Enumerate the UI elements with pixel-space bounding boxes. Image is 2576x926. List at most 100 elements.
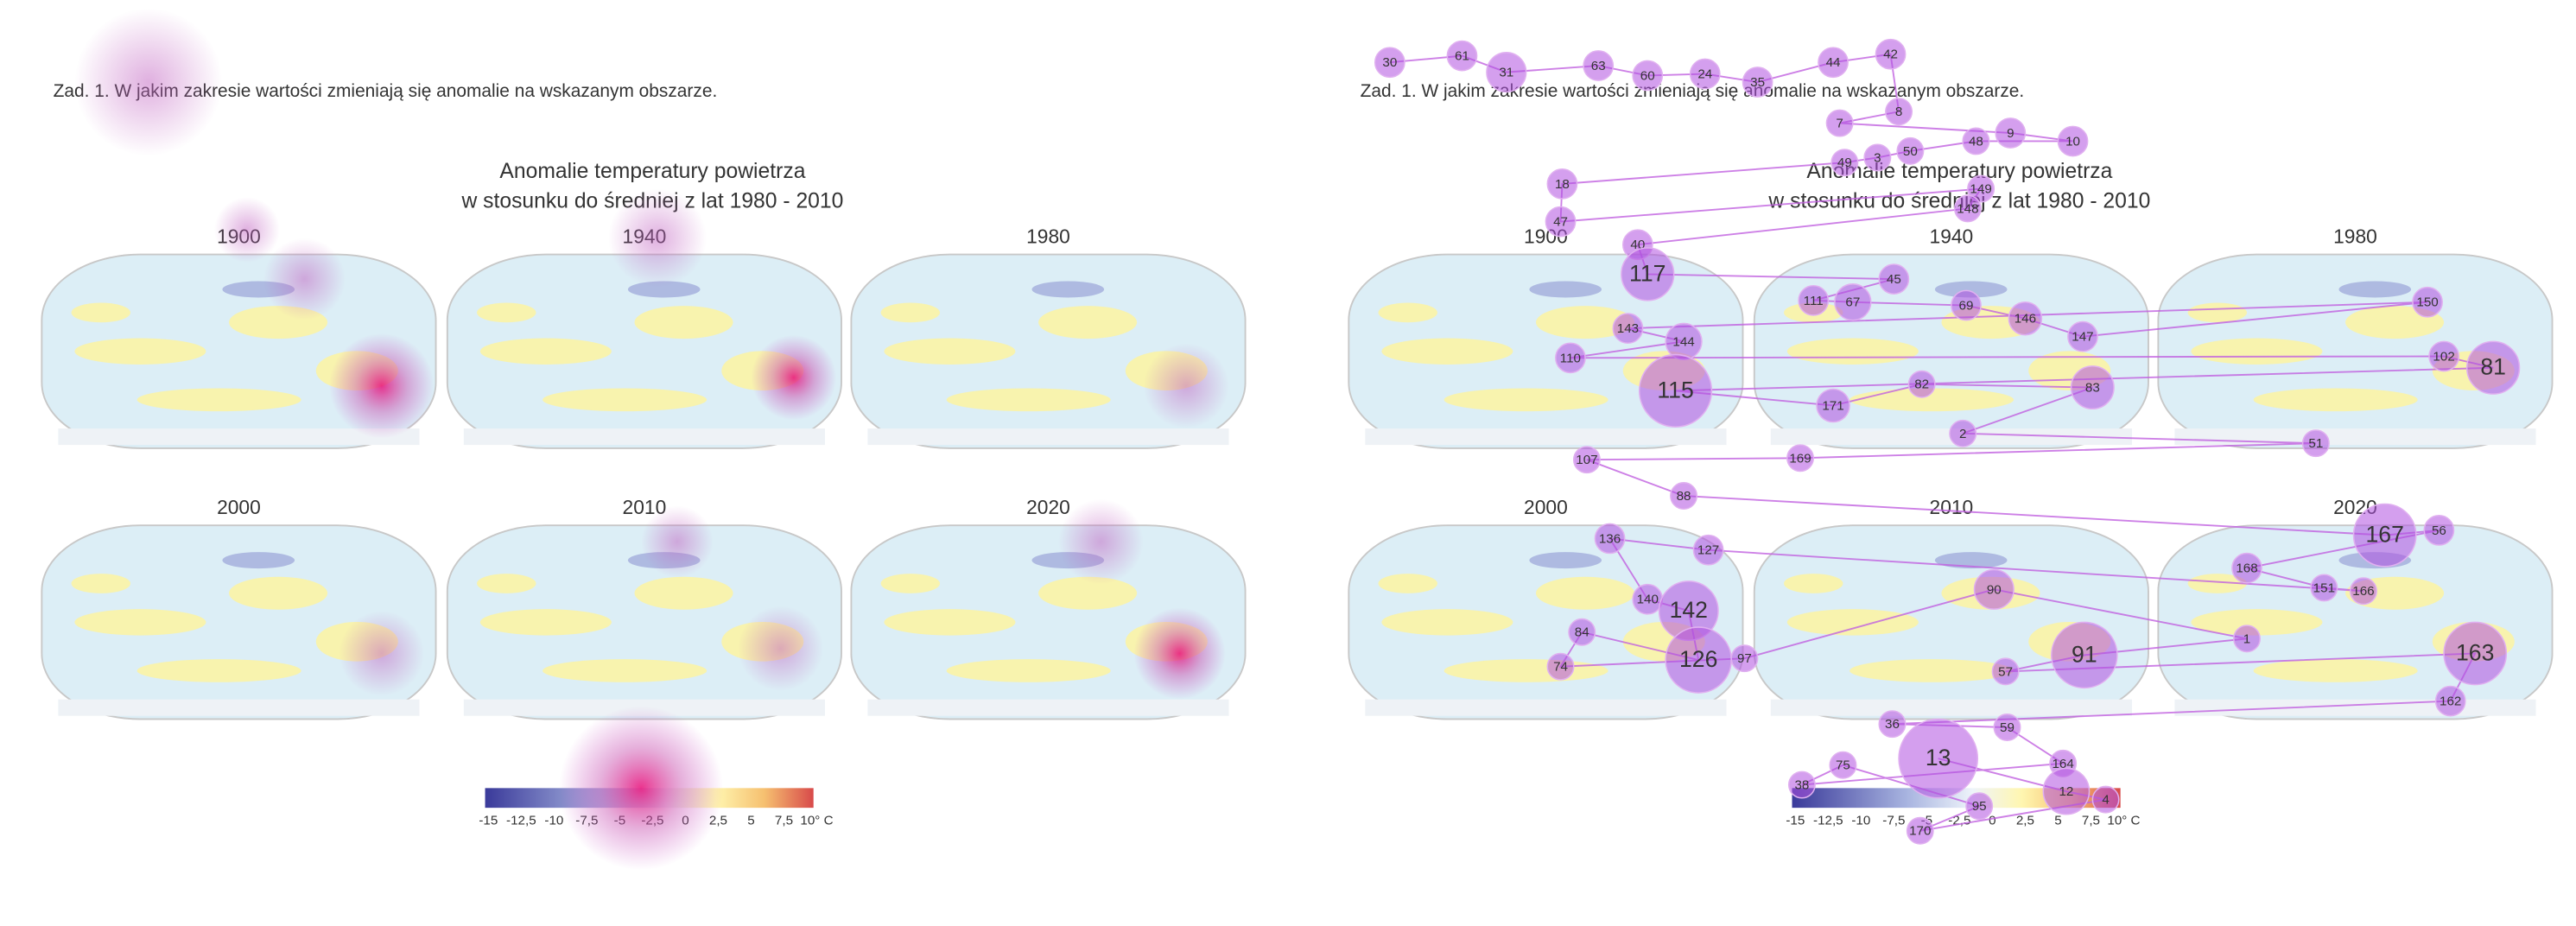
- fixation-label: 164: [2052, 757, 2073, 771]
- map-year: 2020: [1026, 496, 1070, 518]
- fixation-label: 166: [2352, 584, 2374, 599]
- fixation-label: 24: [1697, 67, 1712, 81]
- fixation-label: 115: [1657, 377, 1693, 403]
- fixation: [1973, 568, 2014, 610]
- fixation-label: 57: [1998, 664, 2013, 679]
- fixation: [1875, 38, 1907, 70]
- fixation: [2057, 125, 2089, 157]
- fixation: [1568, 618, 1596, 646]
- world-map: [2157, 524, 2554, 720]
- fixation-label: 83: [2085, 381, 2100, 396]
- fixation-label: 97: [1737, 651, 1752, 666]
- anomaly-warm: [946, 388, 1111, 412]
- fixation-label: 163: [2456, 639, 2494, 665]
- legend-tick: -10: [544, 813, 563, 828]
- fixation: [2231, 552, 2262, 584]
- legend-tick: -12,5: [1813, 813, 1843, 828]
- fixation: [1545, 206, 1577, 238]
- heatmap-blob: [328, 333, 435, 439]
- anomaly-warm: [1784, 574, 1843, 593]
- heatmap-blob: [738, 606, 824, 692]
- fixation: [1878, 710, 1907, 739]
- heatmap-blob: [263, 238, 346, 320]
- fixation-label: 144: [1672, 334, 1694, 349]
- fixation: [1632, 60, 1664, 92]
- fixation: [1446, 40, 1478, 72]
- anomaly-cold: [2338, 281, 2412, 298]
- map-bottom: [1770, 699, 2132, 716]
- fixation-label: 170: [1909, 824, 1931, 839]
- legend-tick: -12,5: [506, 813, 536, 828]
- fixation: [1546, 168, 1578, 200]
- fixation: [1967, 174, 1995, 203]
- fixation-label: 143: [1617, 321, 1639, 336]
- map-bottom: [2174, 428, 2536, 446]
- fixation-label: 117: [1629, 260, 1666, 286]
- fixation-label: 146: [2014, 312, 2036, 327]
- fixation-label: 7: [1836, 117, 1843, 131]
- fixation-label: 8: [1895, 105, 1902, 119]
- fixation: [1965, 792, 1994, 821]
- fixation-label: 168: [2236, 561, 2257, 576]
- fixation-label: 45: [1887, 272, 1901, 287]
- fixation-label: 35: [1750, 75, 1765, 90]
- fixation: [2070, 365, 2115, 410]
- anomaly-warm: [1381, 338, 1513, 365]
- anomaly-warm: [229, 576, 328, 610]
- fixation-label: 47: [1553, 215, 1568, 230]
- anomaly-warm: [634, 306, 733, 339]
- fixation-label: 91: [2072, 641, 2097, 667]
- fixation-label: 36: [1885, 717, 1900, 732]
- fixation-label: 110: [1560, 351, 1581, 365]
- fixation-label: 81: [2480, 354, 2506, 380]
- fixation-label: 1: [2243, 631, 2250, 646]
- fixation: [1885, 98, 1913, 126]
- fixation-label: 61: [1455, 49, 1469, 64]
- anomaly-warm: [136, 659, 301, 682]
- fixation: [1374, 47, 1405, 79]
- fixation-label: 48: [1969, 134, 1983, 149]
- fixation: [1834, 283, 1872, 321]
- heatmap-blob: [1057, 498, 1144, 585]
- map-year: 1940: [1930, 225, 1974, 248]
- anomaly-warm: [880, 574, 941, 593]
- anomaly-warm: [884, 609, 1016, 636]
- map-bottom: [58, 699, 420, 716]
- fixation-label: 9: [2007, 126, 2014, 141]
- anomaly-warm: [2187, 302, 2248, 323]
- fixation-label: 126: [1679, 646, 1717, 672]
- anomaly-warm: [2191, 338, 2323, 365]
- fixation-label: 10: [2065, 134, 2080, 149]
- fixation: [1692, 534, 1724, 566]
- fixation-label: 88: [1677, 489, 1691, 504]
- fixation-label: 82: [1914, 377, 1929, 392]
- anomaly-warm: [1850, 659, 2014, 682]
- fixation-label: 90: [1987, 582, 2002, 597]
- heatmap-blob: [641, 505, 714, 579]
- fixation-label: 13: [1926, 745, 1951, 771]
- anomaly-warm: [542, 659, 707, 682]
- fixation: [1583, 50, 1615, 81]
- fixation-label: 31: [1499, 66, 1513, 80]
- fixation: [2067, 320, 2098, 352]
- anomaly-cold: [1529, 281, 1602, 298]
- fixation: [1572, 446, 1601, 474]
- fixation-label: 38: [1794, 778, 1809, 793]
- fixation-label: 2: [1959, 427, 1966, 441]
- anomaly-warm: [634, 576, 733, 610]
- fixation: [1896, 136, 1925, 165]
- fixation: [1638, 353, 1713, 428]
- anomaly-warm: [1038, 576, 1138, 610]
- fixation-label: 12: [2059, 784, 2073, 799]
- heatmap-blob: [1133, 607, 1226, 700]
- fixation: [1907, 370, 1936, 398]
- anomaly-cold: [1529, 552, 1602, 569]
- fixation-label: 44: [1826, 55, 1841, 70]
- fixation: [1787, 771, 1816, 799]
- fixation-label: 162: [2440, 694, 2461, 709]
- map-bottom: [463, 428, 825, 446]
- map-bottom: [867, 699, 1229, 716]
- anomaly-cold: [1031, 281, 1105, 298]
- fixation: [2051, 621, 2118, 689]
- fixation-label: 59: [2000, 720, 2014, 735]
